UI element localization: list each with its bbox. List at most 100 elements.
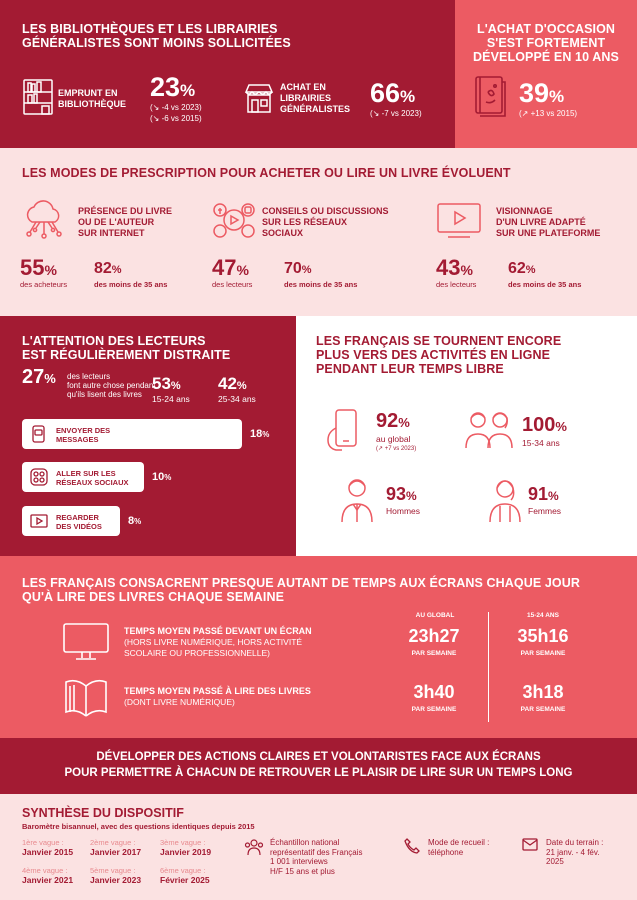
age2-percent: 42%	[218, 374, 247, 393]
call-to-action-text: DÉVELOPPER DES ACTIONS CLAIRES ET VOLONT…	[64, 751, 573, 779]
social-young-label: des moins de 35 ans	[284, 280, 358, 289]
emprunt-label: EMPRUNT EN BIBLIOTHÈQUE	[58, 88, 127, 109]
achat-percent: 66%	[370, 78, 416, 108]
bar-value: 8%	[128, 515, 142, 527]
phone-icon	[404, 838, 420, 854]
per-week-label: PAR SEMAINE	[411, 650, 457, 657]
monitor-icon	[62, 622, 110, 662]
prescription-internet-label: PRÉSENCE DU LIVRE OU DE L'AUTEUR SUR INT…	[78, 206, 173, 238]
bar-label: REGARDER DES VIDÉOS	[56, 513, 102, 531]
section-title: LES MODES DE PRESCRIPTION POUR ACHETER O…	[22, 166, 511, 180]
bar-value: 10%	[152, 471, 172, 483]
people-group-icon	[244, 838, 264, 856]
internet-young-percent: 82%	[94, 260, 122, 277]
reading-time-young: 3h18	[522, 682, 564, 702]
screen-time-global: 23h27	[408, 626, 460, 646]
section-methodology: SYNTHÈSE DU DISPOSITIF Baromètre bisannu…	[0, 794, 637, 900]
young-people-icon	[464, 408, 514, 450]
sample-description: Échantillon national représentatif des F…	[270, 838, 363, 876]
men-percent: 93%	[386, 484, 417, 504]
section-screen-time: LES FRANÇAIS CONSACRENT PRESQUE AUTANT D…	[0, 556, 637, 738]
prescription-video-label: VISIONNAGE D'UN LIVRE ADAPTÉ SUR UNE PLA…	[496, 206, 601, 238]
per-week-label: PAR SEMAINE	[520, 706, 566, 713]
video-lecteurs-percent: 43%	[436, 255, 473, 280]
young-label: 15-34 ans	[522, 438, 560, 448]
section-title: L'ACHAT D'OCCASION S'EST FORTEMENT DÉVEL…	[473, 22, 619, 64]
section-title: LES FRANÇAIS CONSACRENT PRESQUE AUTANT D…	[22, 576, 580, 604]
bar-label: ENVOYER DES MESSAGES	[56, 426, 111, 444]
video-young-label: des moins de 35 ans	[508, 280, 582, 289]
man-icon	[340, 476, 374, 524]
methodology-subtitle: Baromètre bisannuel, avec des questions …	[22, 822, 255, 831]
distracted-percent: 27%	[22, 366, 56, 388]
achat-delta: (↘ -7 vs 2023)	[370, 109, 422, 118]
bookshelf-icon	[22, 78, 54, 116]
occasion-percent: 39%	[519, 78, 565, 108]
wave-item: 6ème vague : Février 2025	[160, 866, 210, 885]
activity-bar-social: ALLER SUR LES RÉSEAUX SOCIAUX	[22, 462, 144, 492]
global-label: au global	[376, 434, 411, 444]
field-date: Date du terrain : 21 janv. - 4 fév. 2025	[546, 838, 604, 866]
women-label: Femmes	[528, 506, 562, 516]
section-prescription: LES MODES DE PRESCRIPTION POUR ACHETER O…	[0, 148, 637, 316]
distracted-label: des lecteurs font autre chose pendant qu…	[67, 372, 156, 399]
per-week-label: PAR SEMAINE	[520, 650, 566, 657]
global-percent: 92%	[376, 410, 410, 432]
open-book-icon	[62, 676, 110, 720]
smartphone-hand-icon	[324, 408, 364, 452]
cloud-network-icon	[20, 200, 68, 240]
per-week-label: PAR SEMAINE	[411, 706, 457, 713]
wave-item: 2ème vague : Janvier 2017	[90, 838, 142, 857]
screen-time-young: 35h16	[517, 626, 569, 646]
social-grid-icon	[30, 468, 48, 486]
section-online: LES FRANÇAIS SE TOURNENT ENCORE PLUS VER…	[296, 316, 637, 556]
prescription-social-label: CONSEILS OU DISCUSSIONS SUR LES RÉSEAUX …	[262, 206, 389, 238]
section-libraries: LES BIBLIOTHÈQUES ET LES LIBRAIRIES GÉNÉ…	[0, 0, 455, 148]
age1-percent: 53%	[152, 374, 181, 393]
young-percent: 100%	[522, 414, 567, 436]
column-divider	[488, 612, 489, 722]
envelope-icon	[522, 838, 538, 852]
section-title: L'ATTENTION DES LECTEURS EST RÉGULIÈREME…	[22, 334, 231, 362]
old-book-icon	[473, 74, 507, 118]
reading-time-global: 3h40	[413, 682, 455, 702]
video-lecteurs-label: des lecteurs	[436, 280, 477, 289]
activity-bar-messages: ENVOYER DES MESSAGES	[22, 419, 242, 449]
emprunt-delta: (↘ -4 vs 2023) (↘ -6 vs 2015)	[150, 103, 202, 123]
age1-label: 15-24 ans	[152, 394, 190, 404]
emprunt-percent: 23%	[150, 72, 196, 102]
internet-acheteurs-label: des acheteurs	[20, 280, 68, 289]
age2-label: 25-34 ans	[218, 394, 256, 404]
bar-value: 18%	[250, 428, 270, 440]
wave-item: 4ème vague : Janvier 2021	[22, 866, 74, 885]
section-title: LES BIBLIOTHÈQUES ET LES LIBRAIRIES GÉNÉ…	[22, 22, 291, 50]
screen-time-label: TEMPS MOYEN PASSÉ DEVANT UN ÉCRAN (HORS …	[124, 626, 312, 658]
col-header-young: 15-24 ANS	[527, 612, 559, 619]
social-lecteurs-percent: 47%	[212, 255, 249, 280]
men-label: Hommes	[386, 506, 421, 516]
bar-label: ALLER SUR LES RÉSEAUX SOCIAUX	[56, 469, 129, 487]
social-media-icon	[212, 200, 256, 240]
wave-item: 3ème vague : Janvier 2019	[160, 838, 212, 857]
woman-icon	[488, 476, 522, 524]
achat-label: ACHAT EN LIBRAIRIES GÉNÉRALISTES	[280, 82, 351, 114]
section-call-to-action: DÉVELOPPER DES ACTIONS CLAIRES ET VOLONT…	[0, 738, 637, 794]
activity-bar-videos: REGARDER DES VIDÉOS	[22, 506, 120, 536]
video-player-icon	[436, 202, 482, 240]
section-attention: L'ATTENTION DES LECTEURS EST RÉGULIÈREME…	[0, 316, 296, 556]
video-young-percent: 62%	[508, 260, 536, 277]
phone-message-icon	[30, 425, 48, 443]
section-second-hand: L'ACHAT D'OCCASION S'EST FORTEMENT DÉVEL…	[455, 0, 637, 148]
col-header-global: AU GLOBAL	[415, 612, 455, 619]
reading-time-label: TEMPS MOYEN PASSÉ À LIRE DES LIVRES (DON…	[124, 686, 311, 707]
wave-item: 1ère vague : Janvier 2015	[22, 838, 74, 857]
global-delta: (↗ +7 vs 2023)	[376, 446, 417, 452]
social-young-percent: 70%	[284, 260, 312, 277]
women-percent: 91%	[528, 484, 559, 504]
internet-acheteurs-percent: 55%	[20, 255, 57, 280]
occasion-delta: (↗ +13 vs 2015)	[519, 109, 578, 118]
section-title: LES FRANÇAIS SE TOURNENT ENCORE PLUS VER…	[316, 334, 562, 376]
methodology-title: SYNTHÈSE DU DISPOSITIF	[22, 806, 184, 820]
bookshop-icon	[244, 82, 274, 114]
collection-mode: Mode de recueil : téléphone	[428, 838, 490, 857]
